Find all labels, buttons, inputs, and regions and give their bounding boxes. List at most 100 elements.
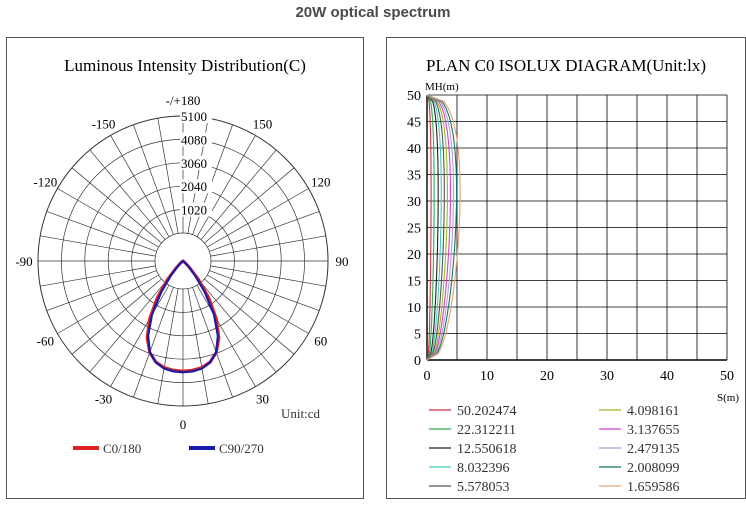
isolux-y-tick-label: 15 <box>407 275 421 290</box>
polar-spoke <box>89 282 166 373</box>
polar-tick-bg <box>180 155 212 170</box>
polar-spoke <box>110 135 170 237</box>
isolux-series-line <box>426 94 451 361</box>
polar-spoke <box>110 285 170 387</box>
polar-angle-label: 90 <box>336 254 349 269</box>
isolux-legend-label: 2.479135 <box>627 442 680 457</box>
polar-angle-label: -30 <box>95 392 112 407</box>
polar-spoke <box>157 288 179 404</box>
polar-spoke <box>187 288 209 404</box>
isolux-series-line <box>426 94 435 361</box>
isolux-legend-label: 50.202474 <box>457 404 517 419</box>
isolux-x-tick-label: 10 <box>480 369 494 384</box>
polar-spoke <box>89 149 166 240</box>
polar-chart: 1020 2040 3060 4080 5100-/+180 150 120 90 60 30 0 -… <box>15 93 349 456</box>
polar-spoke <box>200 149 277 240</box>
isolux-y-tick-label: 50 <box>407 89 421 104</box>
isolux-y-tick-label: 35 <box>407 169 421 184</box>
isolux-y-tick-label: 30 <box>407 195 421 210</box>
isolux-chart-title: PLAN C0 ISOLUX DIAGRAM(Unit:lx) <box>425 56 707 75</box>
isolux-series-line <box>426 94 432 361</box>
polar-angle-label: -60 <box>37 334 54 349</box>
polar-spoke <box>200 282 277 373</box>
polar-radial-tick-label: 1020 <box>181 203 207 218</box>
polar-angle-label: 30 <box>256 392 269 407</box>
isolux-legend-label: 2.008099 <box>627 461 680 476</box>
polar-spoke <box>46 211 157 252</box>
isolux-series-line <box>426 94 442 361</box>
polar-angle-label: 150 <box>253 116 273 131</box>
isolux-y-tick-label: 0 <box>414 354 421 369</box>
polar-spoke <box>46 270 157 311</box>
polar-angle-label: -120 <box>33 175 57 190</box>
isolux-legend-label: 5.578053 <box>457 480 510 495</box>
isolux-legend-label: 12.550618 <box>457 442 517 457</box>
polar-angle-label: 60 <box>314 334 327 349</box>
isolux-series-line <box>426 94 458 361</box>
polar-series-line <box>146 259 220 374</box>
isolux-legend-label: 8.032396 <box>457 461 510 476</box>
polar-unit-label: Unit:cd <box>281 406 320 421</box>
polar-angle-label: -150 <box>92 116 116 131</box>
isolux-x-axis-label: S(m) <box>717 392 739 404</box>
polar-radial-tick-label: 2040 <box>181 179 207 194</box>
isolux-series-line <box>426 94 461 361</box>
polar-angle-label: 120 <box>311 175 331 190</box>
polar-spoke <box>209 211 320 252</box>
polar-spoke <box>57 274 159 334</box>
polar-spoke <box>71 278 162 355</box>
isolux-series-line <box>426 94 448 361</box>
polar-spoke <box>209 270 320 311</box>
polar-legend-label: C90/270 <box>219 441 264 456</box>
isolux-series-line <box>426 94 445 361</box>
polar-spoke <box>40 235 156 257</box>
isolux-chart: 0 5 10 15 20 25 30 35 40 45 50 0 10 20 30 40 50 MH(m) S(m)… <box>407 81 739 495</box>
polar-spoke <box>210 235 326 257</box>
isolux-legend-label: 4.098161 <box>627 404 680 419</box>
isolux-series-line <box>426 94 439 361</box>
polar-spoke <box>196 135 256 237</box>
polar-angle-label: -/+180 <box>166 93 201 108</box>
polar-spoke <box>133 124 174 235</box>
polar-spoke <box>196 285 256 387</box>
isolux-x-tick-label: 0 <box>424 369 431 384</box>
isolux-x-tick-label: 20 <box>540 369 554 384</box>
isolux-series-line <box>426 94 455 361</box>
isolux-y-tick-label: 40 <box>407 142 421 157</box>
polar-spoke <box>207 274 309 334</box>
polar-angle-label: -90 <box>15 254 32 269</box>
polar-tick-bg <box>180 109 212 123</box>
polar-angle-label: 0 <box>180 417 187 432</box>
isolux-y-tick-label: 20 <box>407 248 421 263</box>
polar-radial-tick-label: 5100 <box>181 109 207 124</box>
polar-spoke <box>133 287 174 398</box>
polar-spoke <box>157 118 179 234</box>
polar-ring <box>154 232 212 290</box>
polar-chart-panel: Luminous Intensity Distribution(C) 1020 2… <box>6 37 364 499</box>
isolux-chart-panel: PLAN C0 ISOLUX DIAGRAM(Unit:lx) 0 5 10 15 20… <box>386 37 746 499</box>
polar-spoke <box>204 278 295 355</box>
polar-spoke <box>210 265 326 287</box>
polar-legend-label: C0/180 <box>103 441 141 456</box>
isolux-y-tick-label: 25 <box>407 222 421 237</box>
isolux-x-tick-label: 40 <box>660 369 674 384</box>
polar-spoke <box>71 167 162 244</box>
polar-spoke <box>40 265 156 287</box>
polar-chart-title: Luminous Intensity Distribution(C) <box>64 56 306 75</box>
isolux-legend-label: 1.659586 <box>627 480 680 495</box>
polar-tick-bg <box>180 202 212 217</box>
isolux-x-tick-label: 50 <box>720 369 734 384</box>
polar-spoke <box>57 188 159 248</box>
isolux-legend-label: 3.137655 <box>627 423 680 438</box>
isolux-y-tick-label: 5 <box>414 328 421 343</box>
isolux-x-tick-label: 30 <box>600 369 614 384</box>
page-title: 20W optical spectrum <box>295 4 451 21</box>
polar-radial-tick-label: 3060 <box>181 156 207 171</box>
isolux-y-tick-label: 45 <box>407 116 421 131</box>
isolux-y-axis-label: MH(m) <box>425 81 459 93</box>
polar-spoke <box>204 167 295 244</box>
isolux-y-tick-label: 10 <box>407 301 421 316</box>
polar-radial-tick-label: 4080 <box>181 132 207 147</box>
isolux-legend-label: 22.312211 <box>457 423 516 438</box>
polar-tick-bg <box>180 179 212 194</box>
